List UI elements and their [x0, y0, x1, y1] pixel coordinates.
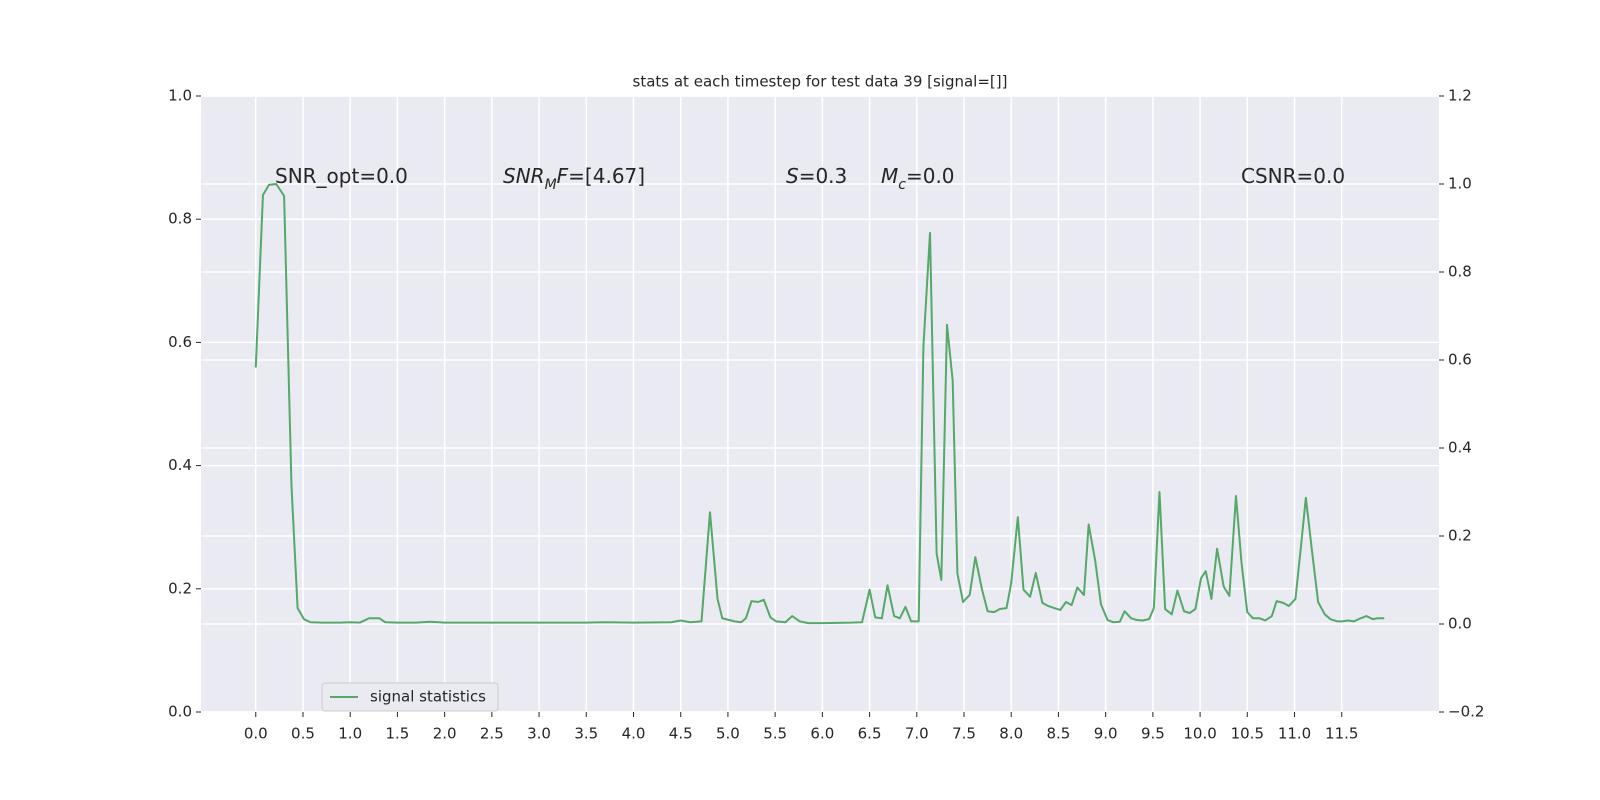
labels: 0.0 0.5 1.0 1.5 2.0 2.5 3.0 3.5 4.0 4.5 5.0 5.5 6.0 6…	[168, 87, 1484, 743]
y-tick-label: 0.8	[168, 210, 192, 228]
annotation-part: =0.0	[906, 164, 955, 188]
x-tick-label: 8.0	[999, 725, 1023, 743]
x-tick-label: 11.5	[1325, 725, 1358, 743]
annotation-part: =0.3	[799, 164, 848, 188]
data-line	[254, 183, 1385, 625]
annotation-part: F	[557, 164, 569, 188]
x-tick-label: 5.5	[763, 725, 787, 743]
annotation-part: S	[786, 164, 799, 188]
x-tick-label: 9.0	[1094, 725, 1118, 743]
annotation-part: M	[545, 177, 557, 193]
annotation-part: c	[898, 177, 906, 193]
annotation-part: M	[881, 164, 898, 188]
annotation-part: SNR	[503, 164, 545, 188]
annotation: Mc=0.0	[881, 164, 955, 194]
grid	[201, 95, 1439, 713]
x-tick-label: 9.5	[1141, 725, 1165, 743]
plot-area	[201, 96, 1439, 712]
x-tick-label: 2.5	[480, 725, 504, 743]
annotation-part: =[4.67]	[568, 164, 645, 188]
x-tick-label: 6.0	[810, 725, 834, 743]
annotation-part: CSNR=0.0	[1241, 164, 1345, 188]
y2-tick-label: −0.2	[1448, 703, 1484, 721]
y2-tick-label: 1.2	[1448, 87, 1472, 105]
x-tick-label: 5.0	[716, 725, 740, 743]
x-tick-label: 7.0	[905, 725, 929, 743]
x-tick-label: 3.0	[527, 725, 551, 743]
x-tick-label: 0.0	[244, 725, 268, 743]
y-tick-label: 0.6	[168, 333, 192, 351]
y2-tick-label: 1.0	[1448, 175, 1472, 193]
y2-tick-label: 0.6	[1448, 351, 1472, 369]
annotation: SNR_opt=0.0	[275, 164, 408, 188]
y2-tick-label: 0.8	[1448, 263, 1472, 281]
y-tick-label: 0.4	[168, 456, 192, 474]
legend-label: signal statistics	[370, 688, 486, 706]
x-tick-label: 10.0	[1183, 725, 1216, 743]
x-tick-label: 4.5	[669, 725, 693, 743]
x-tick-label: 2.0	[433, 725, 457, 743]
x-tick-label: 1.5	[385, 725, 409, 743]
annotation: SNRMF=[4.67]	[503, 164, 645, 194]
x-tick-label: 7.5	[952, 725, 976, 743]
x-tick-label: 1.0	[338, 725, 362, 743]
y2-tick-label: 0.2	[1448, 527, 1472, 545]
annotation: S=0.3	[786, 164, 847, 188]
x-tick-label: 11.0	[1278, 725, 1311, 743]
annotation: CSNR=0.0	[1241, 164, 1345, 188]
x-tick-label: 4.0	[622, 725, 646, 743]
marks	[254, 183, 1385, 625]
legend-box	[321, 682, 499, 712]
x-tick-label: 10.5	[1231, 725, 1264, 743]
x-tick-label: 0.5	[291, 725, 315, 743]
y-tick-label: 0.0	[168, 703, 192, 721]
y-tick-label: 1.0	[168, 87, 192, 105]
chart-title: stats at each timestep for test data 39 …	[633, 73, 1008, 91]
y2-tick-label: 0.4	[1448, 439, 1472, 457]
x-tick-label: 8.5	[1047, 725, 1071, 743]
y2-tick-label: 0.0	[1448, 615, 1472, 633]
legend: signal statistics	[321, 682, 499, 712]
annotation-part: SNR_opt=0.0	[275, 164, 408, 188]
x-tick-label: 3.5	[574, 725, 598, 743]
y-tick-label: 0.2	[168, 579, 192, 597]
x-tick-label: 6.5	[858, 725, 882, 743]
